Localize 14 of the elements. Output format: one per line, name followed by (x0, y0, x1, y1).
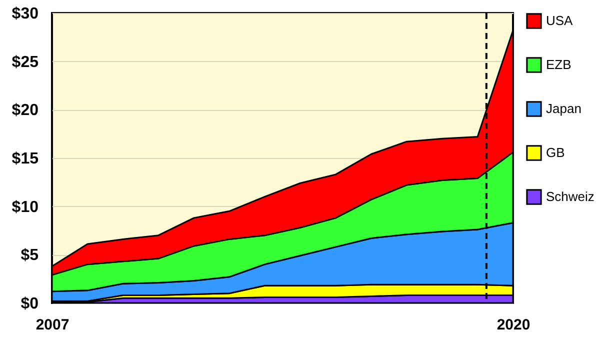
y-tick-label: $5 (20, 247, 39, 264)
y-tick-label: $20 (12, 102, 39, 120)
y-tick-label: $15 (12, 150, 39, 168)
x-tick-label: 2020 (496, 316, 530, 334)
y-tick-label: $10 (12, 198, 39, 216)
legend-label: USA (546, 13, 574, 28)
y-tick-label: $0 (20, 296, 39, 312)
y-tick-label: $25 (12, 54, 39, 71)
y-tick-label: $30 (12, 6, 39, 22)
x-tick-label: 2007 (36, 316, 70, 334)
legend-label: EZB (546, 57, 572, 72)
legend-label: Schweiz (546, 189, 594, 204)
legend-label: Japan (546, 101, 582, 116)
legend-label: GB (546, 145, 565, 160)
